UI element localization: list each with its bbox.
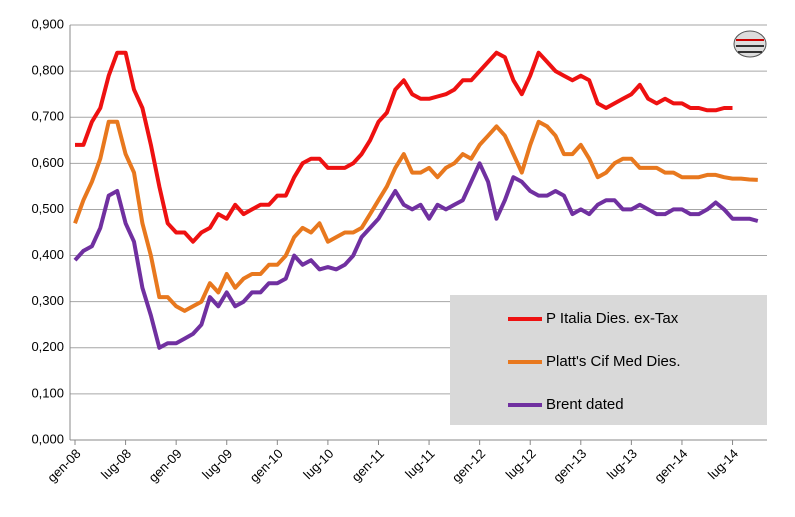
x-tick-label: lug-14 — [705, 446, 741, 482]
y-tick-label: 0,000 — [31, 431, 64, 446]
x-tick-label: gen-08 — [44, 446, 83, 485]
series-line — [75, 50, 733, 244]
y-tick-label: 0,500 — [31, 201, 64, 216]
x-tick-label: lug-12 — [503, 446, 539, 482]
x-tick-label: gen-13 — [550, 446, 589, 485]
y-tick-label: 0,700 — [31, 109, 64, 124]
series-line — [73, 119, 758, 313]
x-tick-label: lug-11 — [402, 446, 437, 481]
logo — [733, 30, 767, 58]
x-tick-label: gen-10 — [247, 446, 286, 485]
y-tick-label: 0,200 — [31, 339, 64, 354]
legend-label: Platt's Cif Med Dies. — [546, 353, 681, 370]
x-tick-label: gen-12 — [449, 446, 488, 485]
series-line — [73, 161, 759, 350]
y-tick-label: 0,600 — [31, 155, 64, 170]
y-tick-label: 0,300 — [31, 293, 64, 308]
x-tick-label: gen-11 — [348, 446, 387, 485]
x-tick-label: lug-13 — [604, 446, 640, 482]
x-tick-label: gen-14 — [651, 446, 690, 485]
legend-label: Brent dated — [546, 396, 624, 413]
legend-box — [450, 295, 767, 425]
x-tick-label: lug-10 — [300, 446, 336, 482]
x-tick-label: lug-09 — [199, 446, 235, 482]
y-tick-label: 0,400 — [31, 247, 64, 262]
x-tick-label: lug-08 — [98, 446, 134, 482]
y-tick-label: 0,100 — [31, 385, 64, 400]
y-tick-label: 0,800 — [31, 63, 64, 78]
legend-label: P Italia Dies. ex-Tax — [546, 310, 679, 327]
y-tick-label: 0,900 — [31, 16, 64, 31]
x-tick-label: gen-09 — [145, 446, 184, 485]
